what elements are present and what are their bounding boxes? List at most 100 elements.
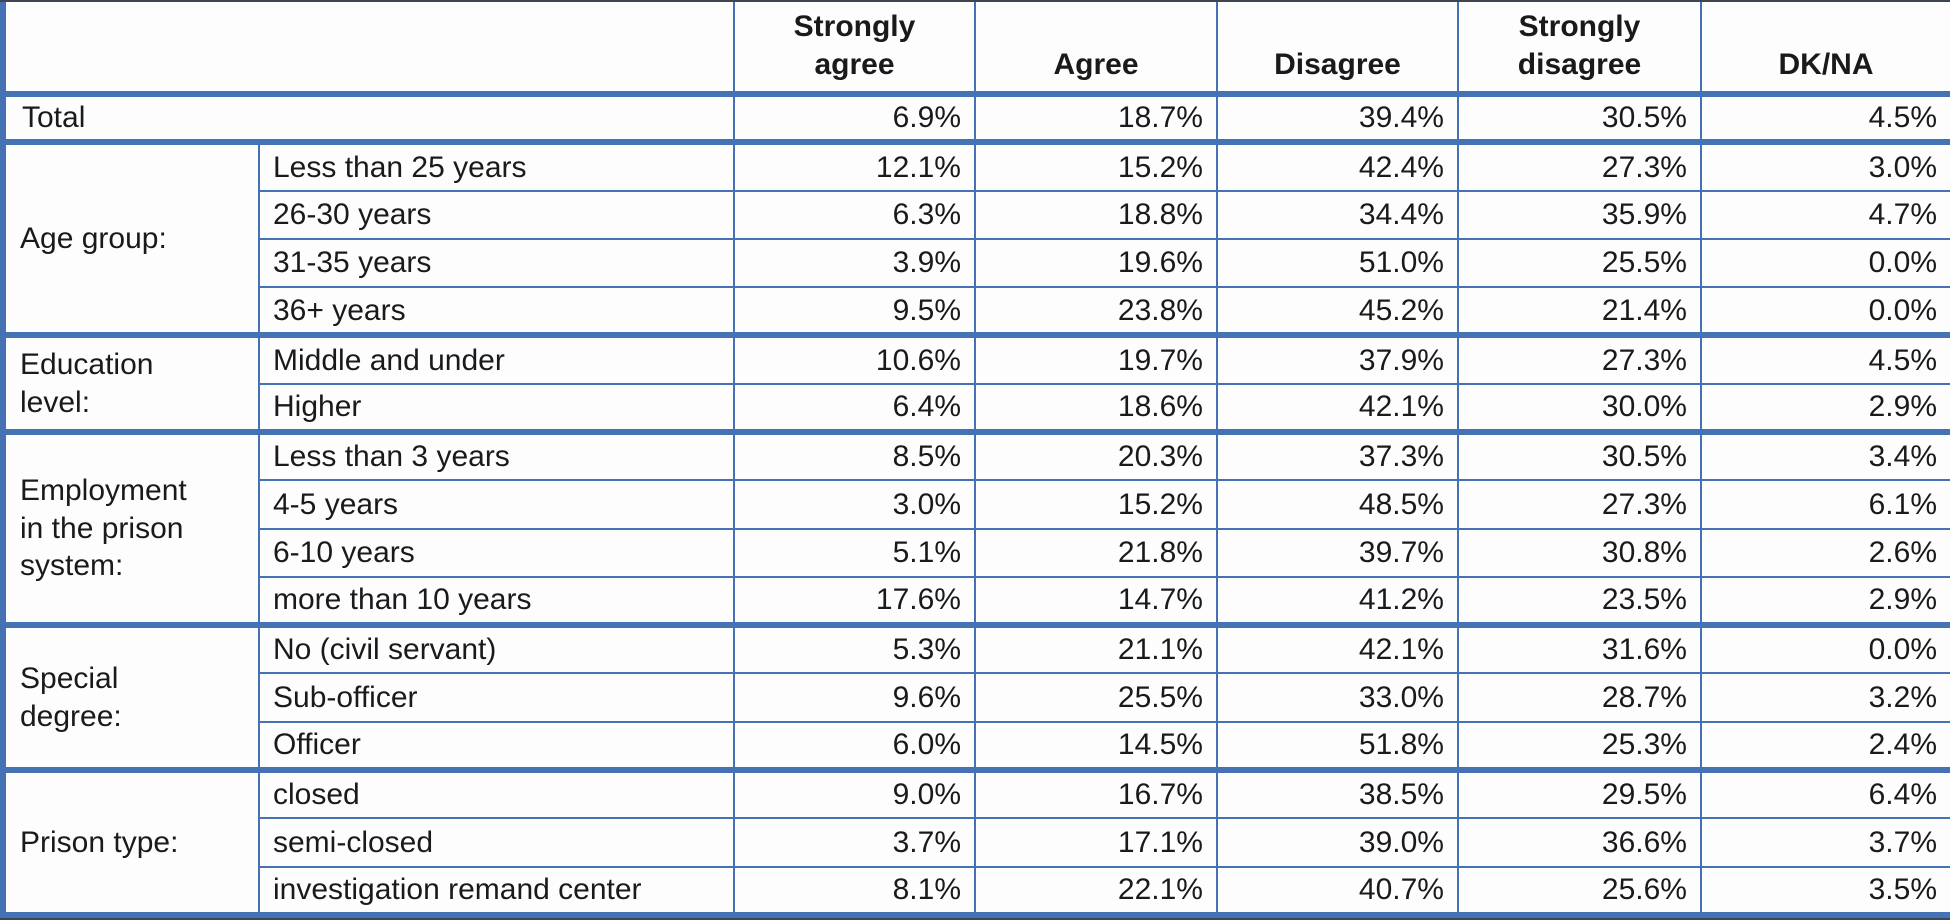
header-row: Strongly agree Agree Disagree Strongly d…: [2, 2, 1950, 97]
value-cell: 41.2%: [1216, 575, 1459, 627]
table-row: Sub-officer 9.6% 25.5% 33.0% 28.7% 3.2%: [3, 672, 1950, 723]
value-cell: 21.8%: [974, 527, 1218, 578]
value-cell: 15.2%: [974, 139, 1218, 192]
value-cell: 10.6%: [733, 332, 976, 385]
value-cell: 30.8%: [1457, 527, 1702, 578]
value-cell: 14.5%: [974, 720, 1218, 771]
value-cell: 5.1%: [733, 527, 976, 578]
value-cell: 27.3%: [1457, 479, 1702, 530]
row-label: 26-30 years: [258, 189, 735, 240]
value-cell: 19.6%: [974, 237, 1218, 289]
row-label: Sub-officer: [258, 672, 735, 723]
value-cell: 6.4%: [733, 382, 976, 433]
value-cell: 30.5%: [1457, 90, 1702, 144]
table-row: 26-30 years 6.3% 18.8% 34.4% 35.9% 4.7%: [3, 189, 1950, 240]
value-cell: 23.5%: [1457, 575, 1702, 627]
value-cell: 6.3%: [733, 189, 976, 240]
row-label: investigation remand center: [258, 865, 735, 916]
value-cell: 18.6%: [974, 382, 1218, 433]
value-cell: 2.6%: [1700, 527, 1950, 578]
value-cell: 37.9%: [1216, 332, 1459, 385]
value-cell: 28.7%: [1457, 672, 1702, 723]
value-cell: 14.7%: [974, 575, 1218, 627]
value-cell: 39.4%: [1216, 90, 1459, 144]
row-label: 36+ years: [258, 286, 735, 337]
value-cell: 17.1%: [974, 817, 1218, 868]
value-cell: 51.0%: [1216, 237, 1459, 289]
value-cell: 37.3%: [1216, 428, 1459, 482]
value-cell: 31.6%: [1457, 622, 1702, 675]
row-label: closed: [258, 766, 735, 820]
row-label: 6-10 years: [258, 527, 735, 578]
value-cell: 22.1%: [974, 865, 1218, 916]
table-row: investigation remand center 8.1% 22.1% 4…: [3, 865, 1950, 916]
value-cell: 9.5%: [733, 286, 976, 337]
row-label: 4-5 years: [258, 479, 735, 530]
value-cell: 20.3%: [974, 428, 1218, 482]
column-header-strongly-agree: Strongly agree: [733, 2, 976, 97]
row-label: Middle and under: [258, 332, 735, 385]
table-row: Higher 6.4% 18.6% 42.1% 30.0% 2.9%: [3, 382, 1950, 433]
value-cell: 0.0%: [1700, 622, 1950, 675]
table-row: Officer 6.0% 14.5% 51.8% 25.3% 2.4%: [3, 720, 1950, 771]
table-row: Education level: Middle and under 10.6% …: [2, 332, 1950, 433]
row-label: No (civil servant): [258, 622, 735, 675]
value-cell: 3.9%: [733, 237, 976, 289]
row-label: 31-35 years: [258, 237, 735, 289]
group-label-education-level: Education level:: [2, 332, 260, 433]
value-cell: 3.2%: [1700, 672, 1950, 723]
value-cell: 16.7%: [974, 766, 1218, 820]
row-label: semi-closed: [258, 817, 735, 868]
value-cell: 35.9%: [1457, 189, 1702, 240]
value-cell: 9.6%: [733, 672, 976, 723]
column-header-strongly-disagree: Strongly disagree: [1457, 2, 1702, 97]
value-cell: 25.3%: [1457, 720, 1702, 771]
row-label: more than 10 years: [258, 575, 735, 627]
table-row: Special degree: No (civil servant) 5.3% …: [2, 622, 1950, 771]
value-cell: 3.7%: [1700, 817, 1950, 868]
value-cell: 42.1%: [1216, 622, 1459, 675]
value-cell: 3.4%: [1700, 428, 1950, 482]
value-cell: 9.0%: [733, 766, 976, 820]
value-cell: 25.5%: [1457, 237, 1702, 289]
value-cell: 2.9%: [1700, 575, 1950, 627]
value-cell: 4.5%: [1700, 90, 1950, 144]
value-cell: 51.8%: [1216, 720, 1459, 771]
value-cell: 25.6%: [1457, 865, 1702, 916]
value-cell: 34.4%: [1216, 189, 1459, 240]
table-row: more than 10 years 17.6% 14.7% 41.2% 23.…: [3, 575, 1950, 627]
row-label: Officer: [258, 720, 735, 771]
value-cell: 40.7%: [1216, 865, 1459, 916]
value-cell: 17.6%: [733, 575, 976, 627]
column-header-disagree: Disagree: [1216, 2, 1459, 97]
value-cell: 30.5%: [1457, 428, 1702, 482]
column-header-dkna: DK/NA: [1700, 2, 1950, 97]
group-label-prison-type: Prison type:: [2, 766, 260, 917]
value-cell: 3.7%: [733, 817, 976, 868]
table-row: 31-35 years 3.9% 19.6% 51.0% 25.5% 0.0%: [3, 237, 1950, 289]
value-cell: 42.1%: [1216, 382, 1459, 433]
value-cell: 23.8%: [974, 286, 1218, 337]
value-cell: 42.4%: [1216, 139, 1459, 192]
value-cell: 39.0%: [1216, 817, 1459, 868]
table-row: Age group: Less than 25 years 12.1% 15.2…: [2, 139, 1950, 337]
value-cell: 12.1%: [733, 139, 976, 192]
column-header-agree: Agree: [974, 2, 1218, 97]
value-cell: 36.6%: [1457, 817, 1702, 868]
value-cell: 38.5%: [1216, 766, 1459, 820]
value-cell: 21.1%: [974, 622, 1218, 675]
value-cell: 0.0%: [1700, 286, 1950, 337]
table-row: semi-closed 3.7% 17.1% 39.0% 36.6% 3.7%: [3, 817, 1950, 868]
value-cell: 0.0%: [1700, 237, 1950, 289]
value-cell: 3.0%: [733, 479, 976, 530]
value-cell: 48.5%: [1216, 479, 1459, 530]
value-cell: 25.5%: [974, 672, 1218, 723]
corner-cell: [2, 2, 735, 97]
value-cell: 19.7%: [974, 332, 1218, 385]
value-cell: 4.7%: [1700, 189, 1950, 240]
row-label: Less than 25 years: [258, 139, 735, 192]
value-cell: 6.9%: [733, 90, 976, 144]
row-label: Less than 3 years: [258, 428, 735, 482]
